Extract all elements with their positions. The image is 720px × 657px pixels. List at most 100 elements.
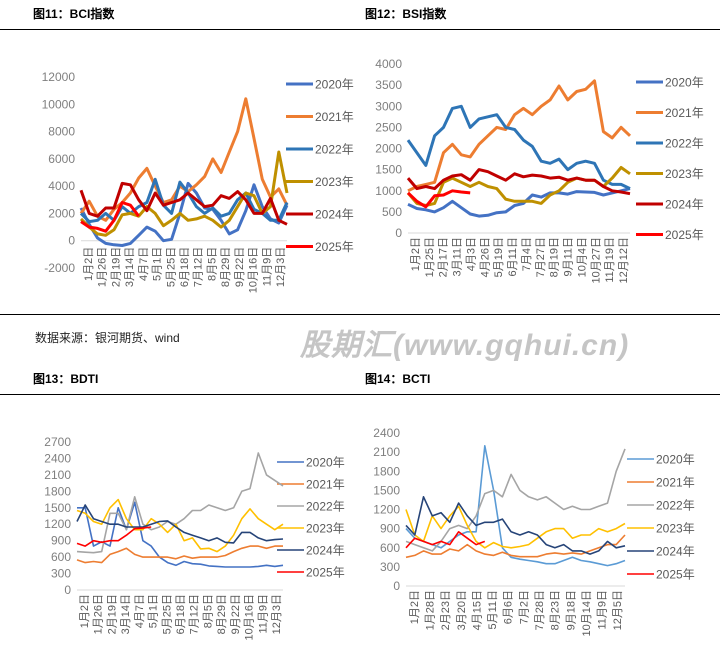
chart-title-bsi: 图12：BSI指数 — [365, 7, 447, 21]
legend-label: 2024年 — [306, 544, 345, 558]
y-tick-label: -2000 — [44, 261, 75, 275]
legend-label: 2021年 — [315, 110, 354, 124]
y-tick-label: 900 — [380, 522, 400, 536]
series-line-2021 — [407, 79, 632, 193]
y-tick-label: 2000 — [375, 142, 402, 156]
x-tick-label: 9月11日 — [563, 237, 575, 277]
x-tick-label: 8月29日 — [216, 594, 228, 634]
x-tick-label: 2月17日 — [438, 237, 450, 277]
y-tick-label: 1200 — [44, 517, 71, 531]
chart-title-bdti: 图13：BDTI — [33, 372, 99, 386]
x-tick-label: 10月16日 — [244, 594, 256, 640]
y-tick-label: 900 — [51, 534, 71, 548]
y-tick-label: 6000 — [48, 152, 75, 166]
x-tick-label: 9月22日 — [234, 247, 246, 287]
x-tick-label: 11月9日 — [261, 247, 273, 287]
chart-0: -2000 0 2000 4000 6000 8000 10000 12000 1月2日 1月26… — [42, 70, 354, 293]
x-tick-label: 4月26日 — [479, 237, 491, 277]
x-tick-label: 2月19日 — [110, 247, 122, 287]
y-tick-label: 0 — [64, 583, 71, 597]
y-tick-label: 300 — [380, 560, 400, 574]
series-line-2025 — [76, 526, 152, 547]
x-tick-label: 9月22日 — [230, 594, 242, 634]
x-tick-label: 2月19日 — [106, 594, 118, 634]
legend-label: 2025年 — [306, 566, 345, 580]
legend-label: 2023年 — [306, 522, 345, 536]
series-line-2023 — [76, 498, 284, 553]
x-tick-label: 3月20日 — [456, 590, 468, 630]
y-tick-label: 1200 — [373, 503, 400, 517]
series-line-2020 — [405, 444, 626, 567]
legend-label: 2022年 — [306, 500, 345, 514]
series-line-2022 — [76, 452, 284, 554]
x-tick-label: 4月3日 — [465, 237, 477, 271]
x-tick-label: 6月11日 — [507, 237, 519, 277]
x-tick-label: 7月12日 — [189, 594, 201, 634]
series-line-2025 — [80, 201, 140, 233]
legend-label: 2023年 — [656, 522, 695, 536]
x-tick-label: 8月19日 — [549, 237, 561, 277]
legend-label: 2022年 — [665, 137, 704, 151]
series-line-2025 — [405, 530, 486, 549]
legend-label: 2025年 — [665, 228, 704, 242]
series-line-2020 — [79, 181, 289, 247]
y-tick-label: 600 — [51, 550, 71, 564]
series-line-2021 — [405, 534, 626, 559]
series-line-2024 — [405, 495, 626, 555]
x-tick-label: 11月9日 — [597, 590, 609, 630]
x-tick-label: 1月26日 — [93, 594, 105, 634]
x-tick-label: 6月18日 — [175, 594, 187, 634]
x-tick-label: 11月9日 — [257, 594, 269, 634]
chart-2: 0 300 600 900 1200 1500 1800 2100 2400 2700 1月2日 1月… — [44, 435, 344, 640]
y-tick-label: 600 — [380, 541, 400, 555]
y-tick-label: 2500 — [375, 120, 402, 134]
y-tick-label: 3500 — [375, 78, 402, 92]
series-line-2022 — [405, 448, 626, 552]
x-tick-label: 12月12日 — [618, 237, 630, 283]
y-tick-label: 2700 — [44, 435, 71, 449]
legend-label: 2025年 — [315, 240, 354, 254]
y-tick-label: 1800 — [373, 464, 400, 478]
x-tick-label: 1月28日 — [424, 590, 436, 630]
legend-label: 2022年 — [315, 143, 354, 157]
series-line-2020 — [407, 187, 631, 218]
x-tick-label: 10月4日 — [576, 237, 588, 277]
x-tick-label: 1月2日 — [83, 247, 95, 281]
x-tick-label: 5月1日 — [152, 247, 164, 281]
y-tick-label: 8000 — [48, 125, 75, 139]
y-tick-label: 0 — [395, 226, 402, 240]
x-tick-label: 4月15日 — [471, 590, 483, 630]
x-tick-label: 3月11日 — [452, 237, 464, 277]
x-tick-label: 1月2日 — [409, 590, 421, 624]
y-tick-label: 4000 — [375, 57, 402, 71]
x-tick-label: 6月18日 — [179, 247, 191, 287]
legend-label: 2025年 — [656, 568, 695, 582]
x-tick-label: 11月19日 — [604, 237, 616, 283]
x-tick-label: 3月14日 — [120, 594, 132, 634]
x-tick-label: 7月12日 — [193, 247, 205, 287]
x-tick-label: 1月2日 — [79, 594, 91, 628]
x-tick-label: 6月6日 — [503, 590, 515, 624]
x-tick-label: 8月5日 — [202, 594, 214, 628]
legend-label: 2020年 — [306, 456, 345, 470]
x-tick-label: 12月5日 — [612, 590, 624, 630]
series-line-2023 — [406, 166, 631, 207]
x-tick-label: 7月28日 — [534, 590, 546, 630]
y-tick-label: 2000 — [48, 206, 75, 220]
chart-title-bcti: 图14：BCTI — [365, 372, 431, 386]
y-tick-label: 1000 — [375, 184, 402, 198]
series-line-2024 — [76, 504, 284, 544]
legend-label: 2021年 — [656, 476, 695, 490]
x-tick-label: 5月1日 — [148, 594, 160, 628]
x-tick-label: 7月27日 — [535, 237, 547, 277]
x-tick-label: 5月19日 — [493, 237, 505, 277]
y-tick-label: 300 — [51, 567, 71, 581]
x-tick-label: 2月23日 — [440, 590, 452, 630]
x-tick-label: 10月16日 — [248, 247, 260, 293]
divider — [0, 314, 720, 315]
legend-label: 2023年 — [315, 175, 354, 189]
y-tick-label: 1500 — [44, 501, 71, 515]
y-tick-label: 0 — [393, 579, 400, 593]
